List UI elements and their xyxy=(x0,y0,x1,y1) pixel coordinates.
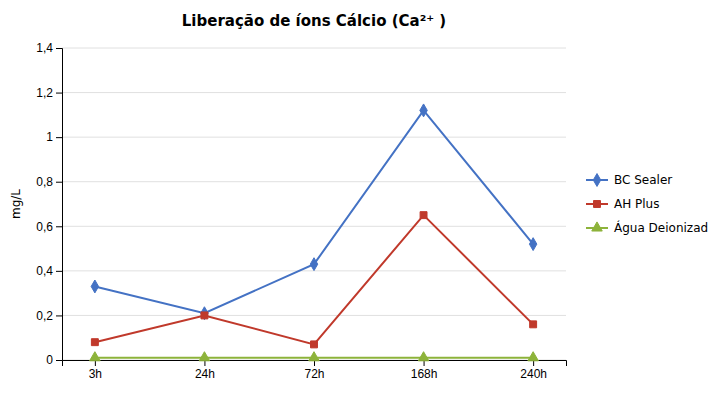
legend-symbol xyxy=(592,222,603,231)
marker xyxy=(528,352,539,361)
y-tick-label: 0,2 xyxy=(36,309,53,323)
y-tick: 1 xyxy=(46,130,62,144)
grid-line xyxy=(62,92,566,93)
y-tick-mark xyxy=(56,182,62,183)
y-tick-label: 0 xyxy=(46,353,53,367)
y-tick-mark xyxy=(56,315,62,316)
marker xyxy=(199,352,210,361)
series-line xyxy=(95,110,533,313)
x-tick-label: 24h xyxy=(195,367,215,381)
x-tick: 240h xyxy=(520,360,547,381)
x-tick-label: 3h xyxy=(89,367,102,381)
y-tick-mark xyxy=(56,48,62,49)
marker xyxy=(311,341,318,348)
legend-label: Água Deionizad xyxy=(614,220,708,235)
legend-label: AH Plus xyxy=(614,197,659,211)
y-tick: 1,2 xyxy=(36,86,62,100)
marker xyxy=(90,352,101,361)
marker xyxy=(91,280,98,293)
legend: BC Sealer AH Plus Água Deionizad xyxy=(586,173,708,235)
series xyxy=(91,104,537,320)
grid-line xyxy=(62,226,566,227)
grid xyxy=(62,48,566,360)
y-axis-line xyxy=(56,49,63,361)
x-tick: 3h xyxy=(89,360,102,381)
legend-symbol xyxy=(593,174,600,187)
y-tick: 0 xyxy=(46,353,62,367)
y-tick-mark xyxy=(56,226,62,227)
y-tick-label: 1,2 xyxy=(36,86,53,100)
marker xyxy=(309,352,320,361)
y-tick: 0,2 xyxy=(36,309,62,323)
y-tick: 1,4 xyxy=(36,41,62,55)
marker xyxy=(310,258,317,271)
title: Liberação de íons Cálcio (Ca²⁺ ) xyxy=(182,12,446,30)
marker xyxy=(420,104,427,117)
legend-item: AH Plus xyxy=(586,197,659,211)
marker xyxy=(201,312,208,319)
grid-line xyxy=(62,48,566,49)
y-tick: 0,8 xyxy=(36,175,62,189)
y-tick-label: 0,8 xyxy=(36,175,53,189)
y-tick: 0,4 xyxy=(36,264,62,278)
x-tick-label: 72h xyxy=(304,367,324,381)
y-tick-mark xyxy=(56,137,62,138)
grid-line xyxy=(62,315,566,316)
y-tick-mark xyxy=(56,360,62,361)
y-axis-title: mg/L xyxy=(9,189,23,219)
grid-line xyxy=(62,181,566,182)
marker xyxy=(530,321,537,328)
y-tick-label: 1 xyxy=(46,130,53,144)
y-tick-label: 0,6 xyxy=(36,220,53,234)
series-layer xyxy=(90,104,539,361)
legend-item: Água Deionizad xyxy=(586,220,708,235)
y-tick-mark xyxy=(56,271,62,272)
y-tick-label: 0,4 xyxy=(36,264,53,278)
x-axis-line xyxy=(63,361,567,367)
marker xyxy=(420,212,427,219)
x-tick-label: 168h xyxy=(411,367,438,381)
series-line xyxy=(95,215,533,344)
y-tick-label: 1,4 xyxy=(36,41,53,55)
marker xyxy=(201,307,208,320)
marker xyxy=(91,339,98,346)
chart: 3h 24h 72h 168h 240h 0 0,2 0,4 0,6 0,8 1 1,2 1,4 Libe… xyxy=(0,0,726,396)
grid-line xyxy=(62,137,566,138)
legend-symbol xyxy=(594,201,601,208)
x-axis: 3h 24h 72h 168h 240h xyxy=(63,360,567,381)
y-tick-mark xyxy=(56,93,62,94)
series xyxy=(91,212,536,348)
y-axis: 0 0,2 0,4 0,6 0,8 1 1,2 1,4 xyxy=(36,41,62,367)
series xyxy=(90,352,539,361)
plot: 3h 24h 72h 168h 240h 0 0,2 0,4 0,6 0,8 1 1,2 1,4 xyxy=(36,41,566,380)
marker xyxy=(418,352,429,361)
x-tick: 24h xyxy=(195,360,215,381)
x-tick-label: 240h xyxy=(520,367,547,381)
marker xyxy=(529,238,536,251)
legend-label: BC Sealer xyxy=(614,173,672,187)
legend-item: BC Sealer xyxy=(586,173,672,187)
y-tick: 0,6 xyxy=(36,220,62,234)
x-tick: 168h xyxy=(411,360,438,381)
x-tick: 72h xyxy=(304,360,324,381)
